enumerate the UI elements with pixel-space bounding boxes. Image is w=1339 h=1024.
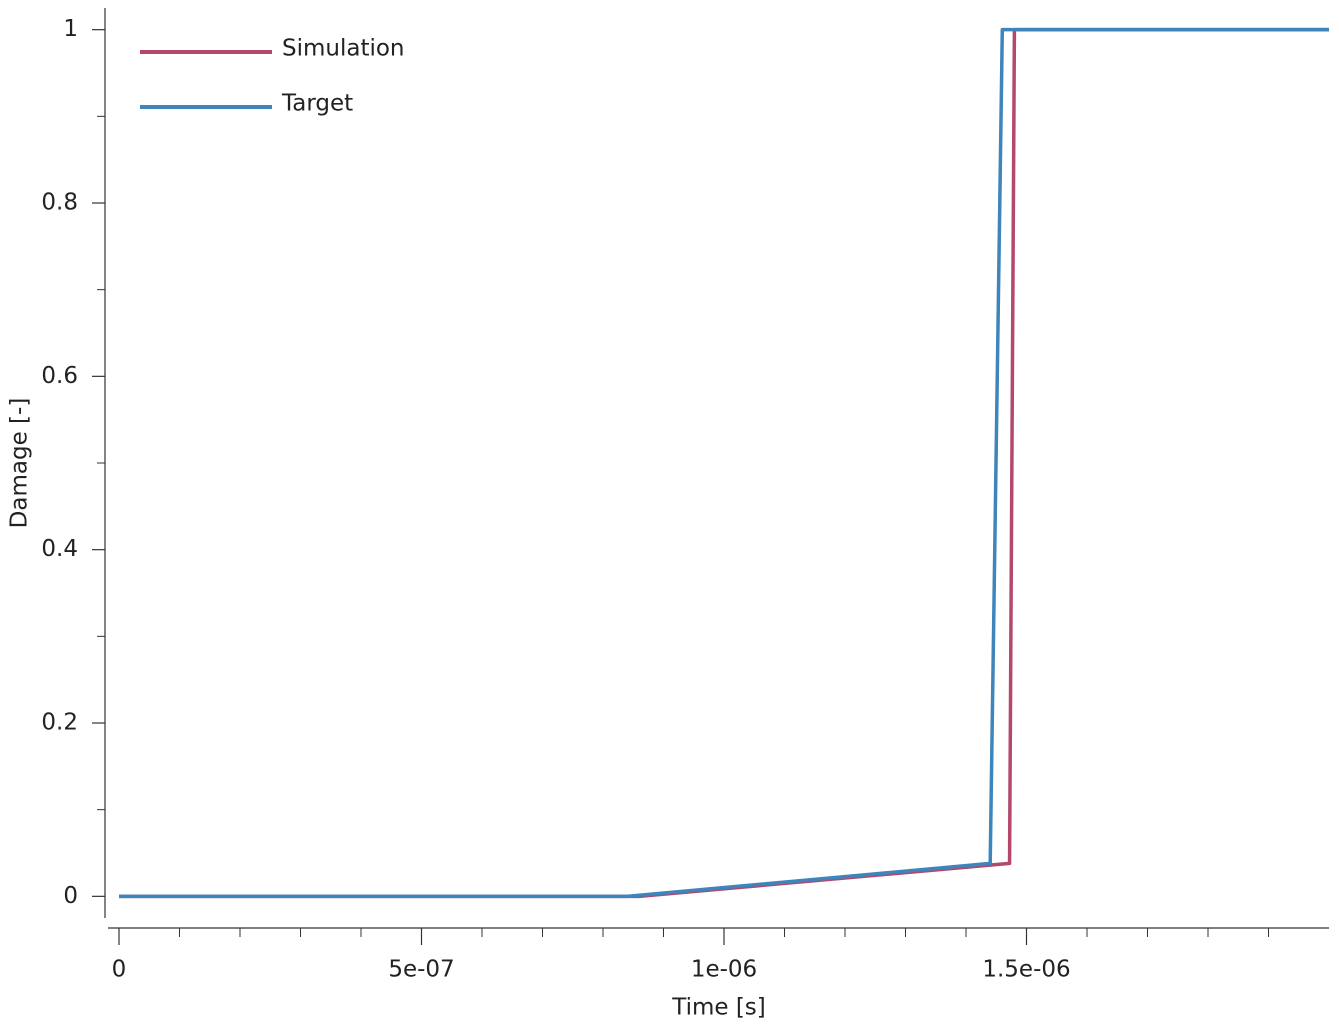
legend-label: Target <box>281 91 353 117</box>
legend-label: Simulation <box>282 36 405 62</box>
y-tick-label: 0.4 <box>41 536 78 562</box>
y-tick-label: 0.6 <box>41 363 78 389</box>
y-tick-label: 0.8 <box>41 190 78 216</box>
y-tick-label: 0.2 <box>41 710 78 736</box>
series-line <box>119 27 1329 899</box>
x-tick-label: 0 <box>112 957 127 983</box>
x-tick-label: 1e-06 <box>691 957 757 983</box>
x-axis-title: Time [s] <box>671 995 766 1021</box>
y-axis-title: Damage [-] <box>7 398 33 529</box>
x-tick-label: 5e-07 <box>388 957 454 983</box>
y-tick-label: 0 <box>63 883 78 909</box>
y-tick-label: 1 <box>63 16 78 42</box>
series-line <box>119 27 1329 899</box>
x-tick-label: 1.5e-06 <box>982 957 1070 983</box>
